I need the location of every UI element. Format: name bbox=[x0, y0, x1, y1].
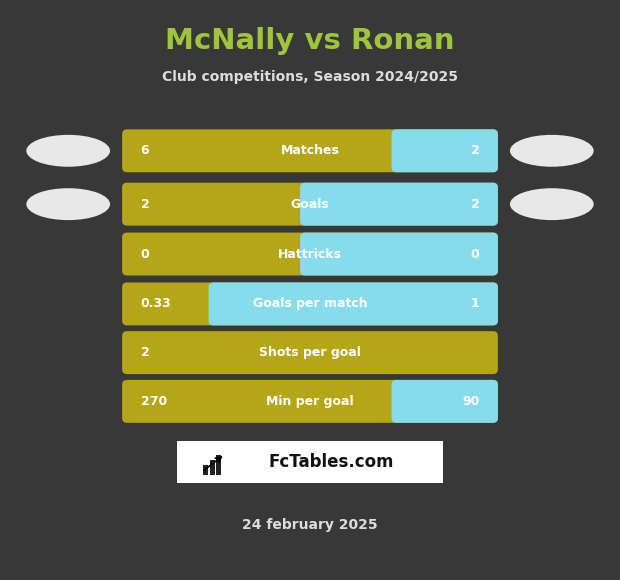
Text: 270: 270 bbox=[141, 395, 167, 408]
Text: 0: 0 bbox=[471, 248, 479, 260]
Text: 0.33: 0.33 bbox=[141, 298, 172, 310]
Text: Hattricks: Hattricks bbox=[278, 248, 342, 260]
FancyBboxPatch shape bbox=[208, 282, 498, 325]
Ellipse shape bbox=[510, 188, 594, 220]
Ellipse shape bbox=[510, 135, 594, 167]
FancyBboxPatch shape bbox=[122, 129, 498, 172]
Text: Shots per goal: Shots per goal bbox=[259, 346, 361, 359]
Text: 2: 2 bbox=[471, 198, 479, 211]
Text: Matches: Matches bbox=[281, 144, 339, 157]
FancyBboxPatch shape bbox=[392, 129, 498, 172]
Text: 90: 90 bbox=[462, 395, 479, 408]
FancyBboxPatch shape bbox=[122, 233, 498, 276]
FancyBboxPatch shape bbox=[310, 238, 322, 270]
Text: 0: 0 bbox=[141, 248, 149, 260]
FancyBboxPatch shape bbox=[300, 183, 498, 226]
Ellipse shape bbox=[26, 188, 110, 220]
Text: Club competitions, Season 2024/2025: Club competitions, Season 2024/2025 bbox=[162, 70, 458, 84]
FancyBboxPatch shape bbox=[219, 288, 231, 320]
Text: 1: 1 bbox=[471, 298, 479, 310]
Text: Min per goal: Min per goal bbox=[266, 395, 354, 408]
Text: Goals per match: Goals per match bbox=[253, 298, 367, 310]
Text: 2: 2 bbox=[141, 346, 149, 359]
FancyBboxPatch shape bbox=[310, 188, 322, 220]
FancyBboxPatch shape bbox=[216, 455, 221, 475]
FancyBboxPatch shape bbox=[122, 183, 498, 226]
FancyBboxPatch shape bbox=[203, 465, 208, 475]
Text: 24 february 2025: 24 february 2025 bbox=[242, 518, 378, 532]
FancyBboxPatch shape bbox=[122, 282, 498, 325]
FancyBboxPatch shape bbox=[300, 233, 498, 276]
Text: 6: 6 bbox=[141, 144, 149, 157]
FancyBboxPatch shape bbox=[392, 380, 498, 423]
Text: 2: 2 bbox=[471, 144, 479, 157]
Ellipse shape bbox=[26, 135, 110, 167]
FancyBboxPatch shape bbox=[210, 460, 215, 475]
Text: 2: 2 bbox=[141, 198, 149, 211]
FancyBboxPatch shape bbox=[177, 441, 443, 483]
FancyBboxPatch shape bbox=[122, 380, 498, 423]
FancyBboxPatch shape bbox=[402, 135, 414, 166]
FancyBboxPatch shape bbox=[122, 331, 498, 374]
Text: McNally vs Ronan: McNally vs Ronan bbox=[166, 27, 454, 55]
Text: Goals: Goals bbox=[291, 198, 329, 211]
Text: FcTables.com: FcTables.com bbox=[268, 452, 394, 471]
FancyBboxPatch shape bbox=[402, 386, 414, 417]
